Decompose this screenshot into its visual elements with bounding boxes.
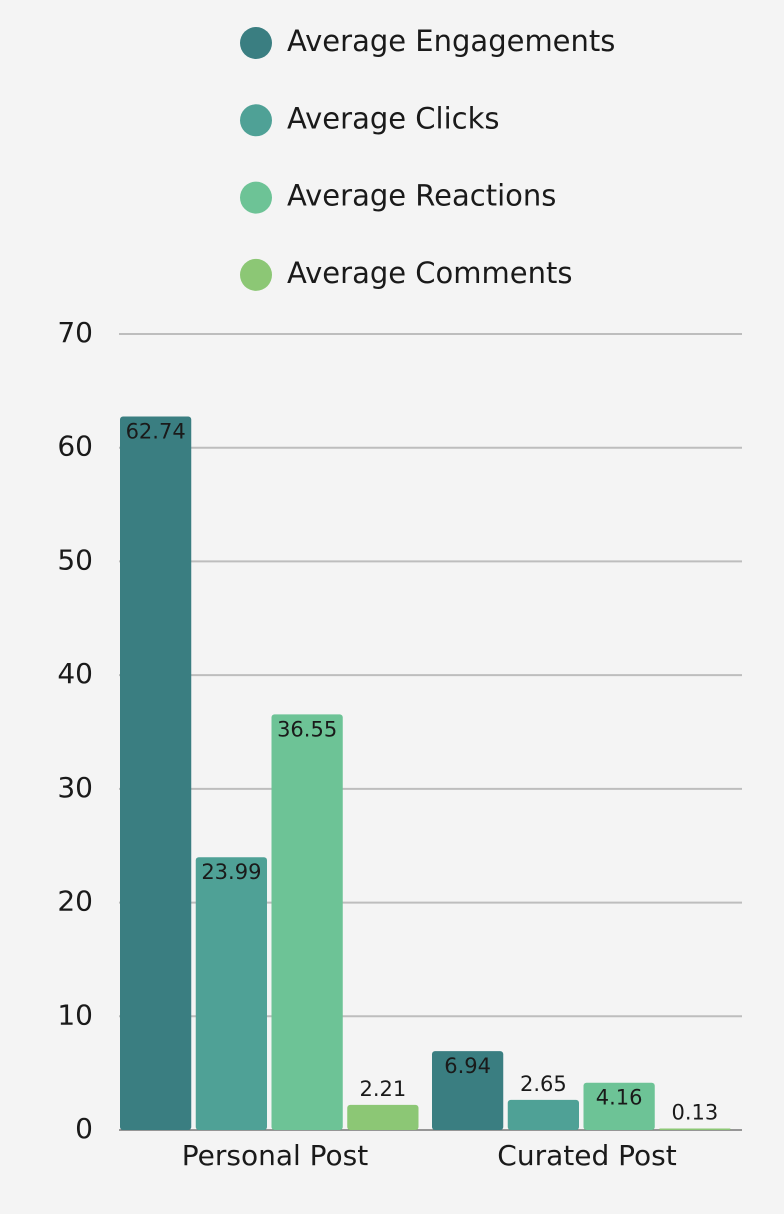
legend-swatch — [240, 104, 272, 137]
bar — [347, 1104, 419, 1130]
y-tick-label: 40 — [57, 657, 93, 690]
value-label: 23.99 — [201, 860, 261, 884]
y-tick-label: 10 — [57, 998, 93, 1031]
value-label: 4.16 — [596, 1086, 643, 1110]
y-tick-label: 60 — [57, 430, 93, 463]
legend-swatch — [240, 27, 272, 59]
value-label: 36.55 — [277, 717, 337, 741]
legend-swatch — [240, 258, 272, 291]
value-label: 62.74 — [126, 420, 186, 444]
y-tick-label: 0 — [75, 1112, 93, 1145]
legend-label: Average Comments — [287, 256, 573, 290]
value-label: 2.21 — [359, 1077, 406, 1101]
y-tick-label: 30 — [57, 771, 93, 804]
value-label: 2.65 — [520, 1072, 567, 1096]
x-tick-label: Curated Post — [497, 1139, 676, 1172]
y-tick-label: 20 — [57, 885, 93, 918]
legend-label: Average Engagements — [287, 24, 615, 58]
value-label: 0.13 — [671, 1101, 718, 1125]
legend-swatch — [240, 181, 272, 214]
y-tick-label: 50 — [57, 543, 93, 576]
bar — [507, 1099, 579, 1130]
legend-label: Average Clicks — [287, 101, 500, 135]
bar — [583, 1082, 655, 1130]
bar — [120, 416, 192, 1130]
bar — [659, 1128, 731, 1130]
bar — [195, 857, 267, 1130]
x-tick-label: Personal Post — [182, 1139, 369, 1172]
bar — [271, 714, 343, 1130]
legend-label: Average Reactions — [287, 179, 556, 213]
value-label: 6.94 — [444, 1054, 491, 1078]
bar — [432, 1051, 504, 1130]
y-tick-label: 70 — [57, 316, 93, 349]
